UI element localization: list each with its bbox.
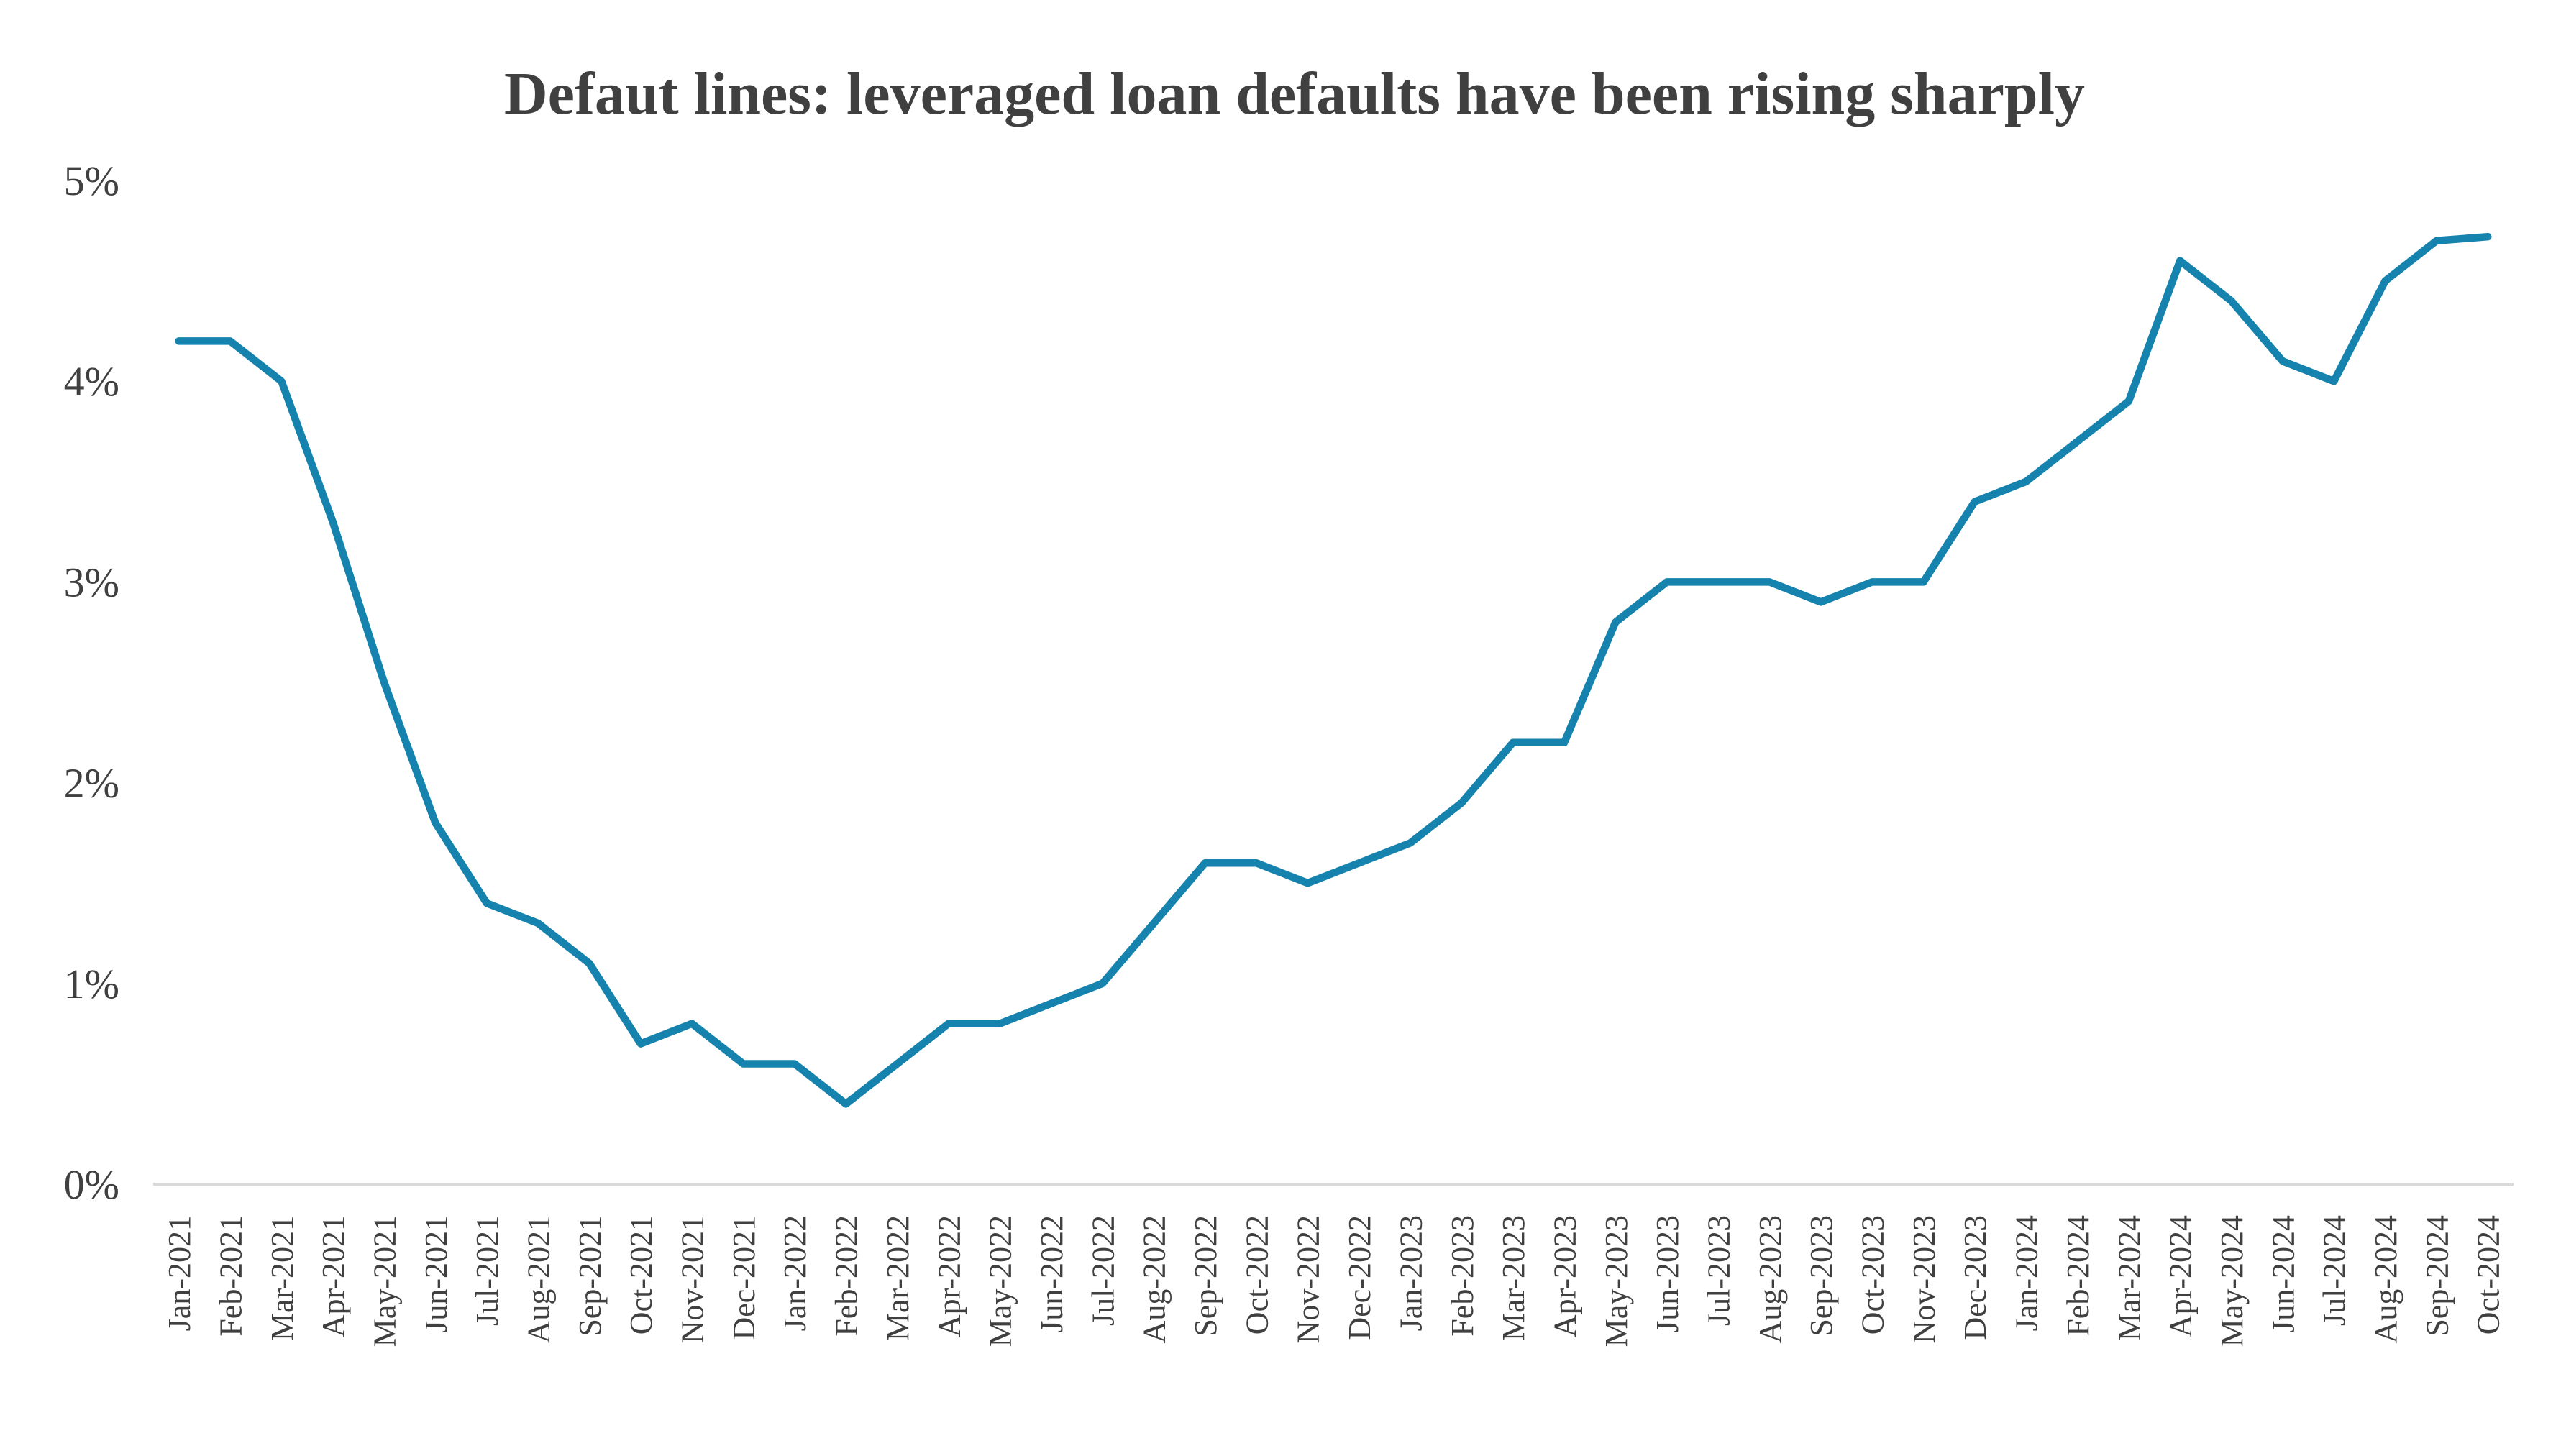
x-tick-label: Jun-2024 (2265, 1215, 2301, 1333)
x-axis-tick-labels: Jan-2021 Feb-2021 Mar-2021 Apr-2021 May-2021… (162, 1215, 2506, 1347)
x-tick-label: Apr-2023 (1547, 1215, 1582, 1337)
x-tick-label: Dec-2022 (1342, 1215, 1377, 1340)
x-tick-label: Oct-2022 (1239, 1215, 1274, 1334)
x-tick-label: Oct-2023 (1855, 1215, 1891, 1334)
x-tick-label: Sep-2024 (2419, 1215, 2455, 1337)
x-tick-label: Nov-2022 (1291, 1215, 1326, 1343)
x-tick-label: Sep-2021 (572, 1215, 608, 1337)
x-tick-label: Jan-2022 (777, 1215, 813, 1331)
y-tick-label: 1% (64, 961, 119, 1007)
x-tick-label: Jun-2023 (1650, 1215, 1685, 1333)
x-tick-label: Apr-2021 (316, 1215, 351, 1337)
x-tick-label: Mar-2022 (880, 1215, 916, 1341)
x-tick-label: Feb-2022 (829, 1215, 864, 1337)
x-tick-label: Jan-2024 (2009, 1215, 2045, 1331)
x-tick-label: Aug-2023 (1753, 1215, 1788, 1343)
y-axis-tick-labels: 0% 1% 2% 3% 4% 5% (64, 157, 119, 1208)
x-tick-label: Nov-2023 (1907, 1215, 1942, 1343)
x-tick-label: Aug-2021 (521, 1215, 557, 1343)
x-tick-label: Mar-2024 (2112, 1215, 2147, 1341)
x-tick-label: Jul-2021 (470, 1215, 505, 1326)
x-tick-label: Aug-2022 (1137, 1215, 1172, 1343)
x-tick-label: Jul-2022 (1085, 1215, 1120, 1326)
y-tick-label: 0% (64, 1161, 119, 1208)
x-tick-label: May-2021 (367, 1215, 402, 1347)
y-tick-label: 4% (64, 358, 119, 405)
x-tick-label: Sep-2022 (1188, 1215, 1223, 1337)
x-tick-label: Jan-2021 (162, 1215, 197, 1331)
x-tick-label: Jun-2021 (419, 1215, 454, 1333)
x-tick-label: Dec-2023 (1958, 1215, 1993, 1340)
x-tick-label: Apr-2024 (2163, 1215, 2199, 1337)
x-tick-label: Mar-2021 (265, 1215, 300, 1341)
x-tick-label: Nov-2021 (675, 1215, 711, 1343)
x-tick-label: Feb-2021 (213, 1215, 248, 1337)
y-tick-label: 3% (64, 559, 119, 605)
default-rate-line (175, 232, 2492, 1108)
x-tick-label: May-2024 (2214, 1215, 2250, 1347)
x-tick-label: Oct-2021 (624, 1215, 659, 1334)
x-tick-label: Mar-2023 (1496, 1215, 1531, 1341)
chart-title: Defaut lines: leveraged loan defaults ha… (504, 60, 2085, 127)
x-tick-label: Jun-2022 (1034, 1215, 1069, 1333)
y-tick-label: 5% (64, 157, 119, 204)
x-tick-label: Dec-2021 (726, 1215, 762, 1340)
x-tick-label: Aug-2024 (2368, 1215, 2403, 1343)
x-tick-label: Jul-2023 (1702, 1215, 1737, 1326)
x-tick-label: Feb-2024 (2060, 1215, 2096, 1337)
x-tick-label: Feb-2023 (1445, 1215, 1480, 1337)
y-tick-label: 2% (64, 760, 119, 807)
x-tick-label: Jan-2023 (1393, 1215, 1428, 1331)
x-tick-label: May-2022 (983, 1215, 1018, 1347)
x-tick-label: Oct-2024 (2471, 1215, 2506, 1334)
x-tick-label: Sep-2023 (1804, 1215, 1839, 1337)
x-tick-label: May-2023 (1599, 1215, 1634, 1347)
x-tick-label: Apr-2022 (931, 1215, 967, 1337)
x-tick-label: Jul-2024 (2317, 1215, 2352, 1326)
